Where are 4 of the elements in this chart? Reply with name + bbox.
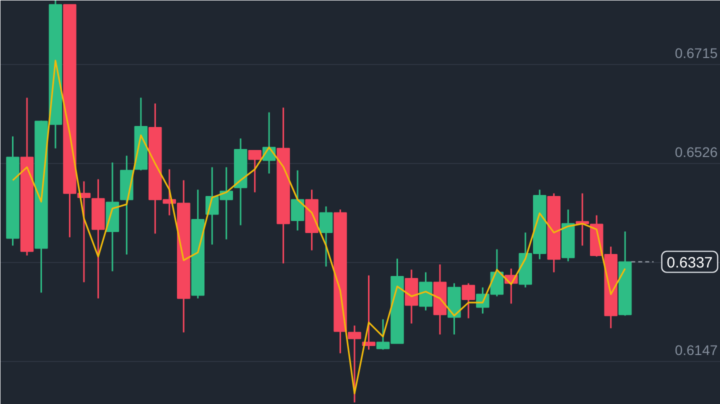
y-tick-label: 0.6147 [674, 342, 718, 358]
y-tick-label: 0.6715 [674, 44, 718, 61]
y-tick-label: 0.6526 [674, 144, 718, 160]
ref-line-label: 0.6337 [666, 254, 713, 272]
